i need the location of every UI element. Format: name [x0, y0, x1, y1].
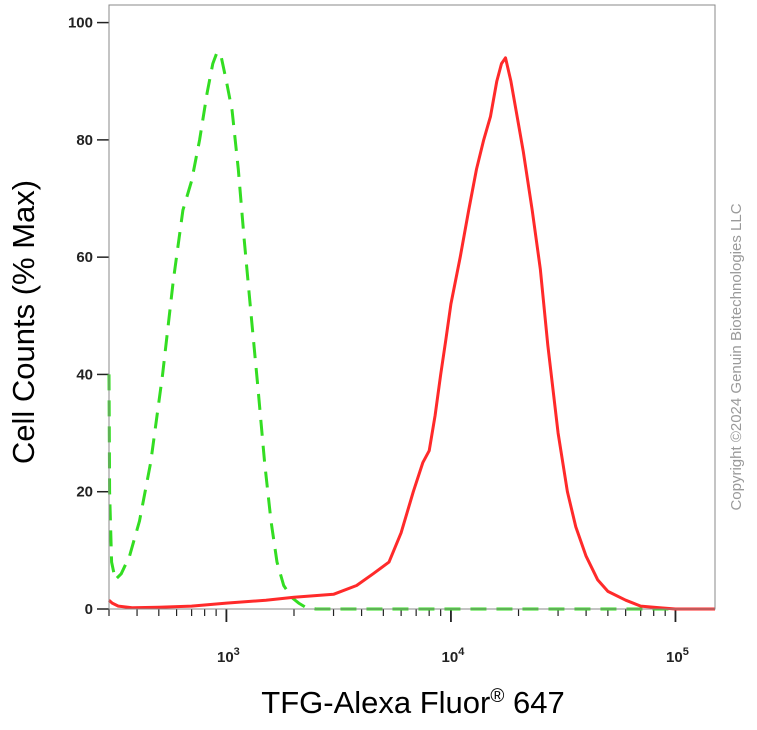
x-axis-label-sup: ® [490, 686, 504, 707]
x-axis-label: TFG-Alexa Fluor® 647 [261, 685, 564, 720]
sample-histogram-line [107, 56, 715, 611]
series-group [107, 50, 715, 611]
y-tick-label: 0 [85, 601, 93, 618]
y-tick-label: 60 [76, 249, 93, 266]
y-tick-label: 80 [76, 132, 93, 149]
x-tick-labels: 103 104 105 [217, 646, 689, 666]
copyright-notice: Copyright ©2024 Genuin Biotechnologies L… [728, 203, 745, 510]
x-tick-label: 105 [666, 646, 689, 666]
y-tick-label: 40 [76, 366, 93, 383]
y-tick-label: 100 [68, 15, 93, 32]
x-axis-label-main: TFG-Alexa Fluor [261, 685, 490, 720]
y-tick-label: 20 [76, 484, 93, 501]
x-tick-label: 104 [442, 646, 466, 666]
control-histogram-line [107, 50, 715, 611]
x-tick-label: 103 [217, 646, 240, 666]
plot-frame [108, 4, 716, 610]
x-axis-label-tail: 647 [504, 685, 564, 720]
axis-ticks [97, 21, 677, 622]
y-axis-label: Cell Counts (% Max) [6, 180, 41, 464]
y-tick-labels: 0 20 40 60 80 100 [68, 15, 93, 618]
